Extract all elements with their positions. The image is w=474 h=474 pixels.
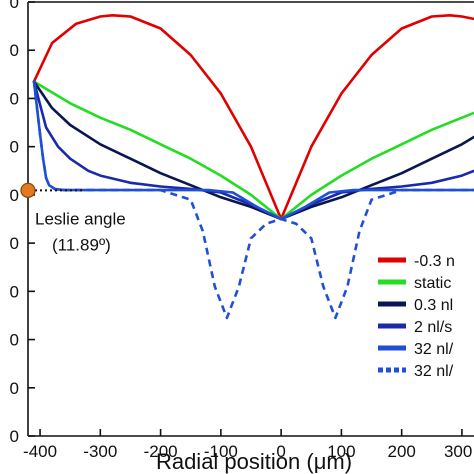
legend-label-4: 32 nl/ xyxy=(414,341,454,358)
y-tick-label: 0 xyxy=(10,379,19,398)
y-tick-label: 0 xyxy=(10,0,19,12)
annotation-line1: Leslie angle xyxy=(35,209,126,228)
y-tick-label: 0 xyxy=(10,427,19,446)
y-tick-label: 0 xyxy=(10,41,19,60)
x-tick-label: -400 xyxy=(23,442,57,461)
y-tick-label: 0 xyxy=(10,186,19,205)
x-tick-label: -100 xyxy=(204,442,238,461)
legend-label-0: -0.3 n xyxy=(414,253,455,270)
x-tick-label: 300 xyxy=(444,442,472,461)
legend-label-3: 2 nl/s xyxy=(414,319,452,336)
y-tick-label: 0 xyxy=(10,282,19,301)
x-tick-label: -300 xyxy=(83,442,117,461)
y-tick-label: 0 xyxy=(10,89,19,108)
x-axis-label: Radial position (μm) xyxy=(156,449,352,474)
series-line-0 xyxy=(32,14,474,221)
leslie-angle-marker xyxy=(20,182,36,198)
y-tick-label: 0 xyxy=(10,234,19,253)
legend-label-1: static xyxy=(414,275,451,292)
annotation-line2: (11.89º) xyxy=(52,235,111,254)
series-line-5 xyxy=(32,81,474,320)
series-line-1 xyxy=(32,80,474,221)
x-tick-label: 200 xyxy=(387,442,415,461)
y-tick-label: 0 xyxy=(10,138,19,157)
x-tick-label: 0 xyxy=(276,442,285,461)
x-tick-label: -200 xyxy=(144,442,178,461)
x-tick-label: 100 xyxy=(327,442,355,461)
legend-label-5: 32 nl/ xyxy=(414,363,454,380)
series-line-2 xyxy=(32,80,474,221)
y-tick-label: 0 xyxy=(10,331,19,350)
legend-label-2: 0.3 nl xyxy=(414,297,453,314)
